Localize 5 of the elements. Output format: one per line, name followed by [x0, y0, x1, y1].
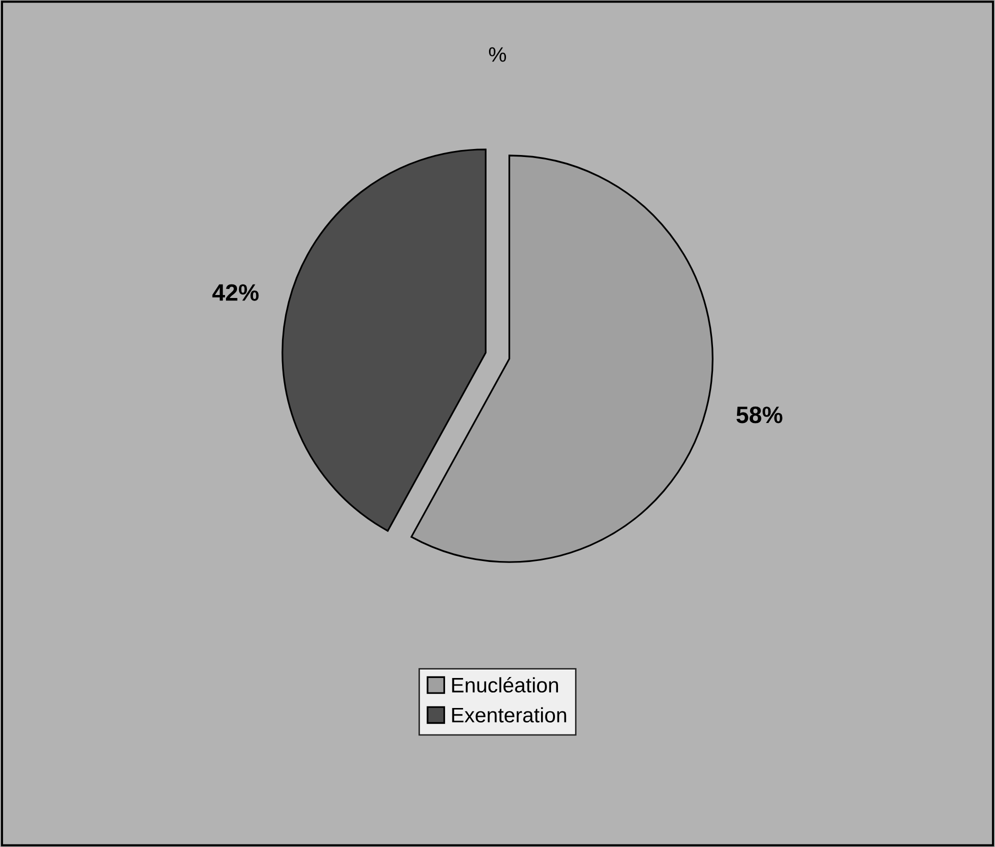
legend-label: Enucléation [452, 676, 558, 693]
data-label: 58% [736, 406, 782, 424]
legend-label: Exenteration [452, 707, 566, 722]
data-label: 42% [212, 284, 259, 301]
chart-title: % [488, 47, 506, 62]
